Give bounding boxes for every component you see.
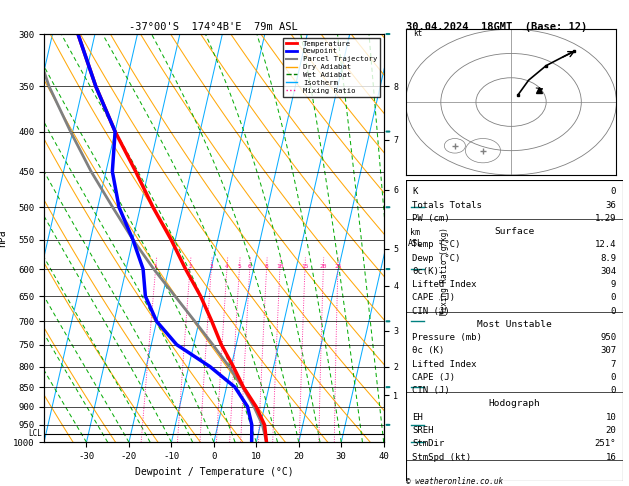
- Text: θc(K): θc(K): [412, 267, 439, 276]
- Text: kt: kt: [413, 30, 422, 38]
- Text: 12.4: 12.4: [594, 241, 616, 249]
- Text: 5: 5: [238, 264, 242, 269]
- Text: 20: 20: [606, 426, 616, 435]
- Text: 0: 0: [611, 294, 616, 302]
- Text: 251°: 251°: [594, 439, 616, 448]
- Text: EH: EH: [412, 413, 423, 422]
- Text: LCL: LCL: [28, 429, 42, 438]
- Text: PW (cm): PW (cm): [412, 214, 450, 223]
- X-axis label: Dewpoint / Temperature (°C): Dewpoint / Temperature (°C): [135, 467, 293, 477]
- Text: 25: 25: [334, 264, 342, 269]
- Text: SREH: SREH: [412, 426, 434, 435]
- Text: 307: 307: [600, 347, 616, 355]
- Text: 6: 6: [248, 264, 252, 269]
- Text: 3: 3: [209, 264, 213, 269]
- Text: 7: 7: [611, 360, 616, 369]
- Text: 20: 20: [320, 264, 327, 269]
- Text: Mixing Ratio (g/kg): Mixing Ratio (g/kg): [440, 227, 449, 315]
- Text: 0: 0: [611, 187, 616, 196]
- Text: Lifted Index: Lifted Index: [412, 280, 477, 289]
- Text: 10: 10: [606, 413, 616, 422]
- Text: 0: 0: [611, 307, 616, 316]
- Text: 8: 8: [265, 264, 269, 269]
- Title: -37°00'S  174°4B'E  79m ASL: -37°00'S 174°4B'E 79m ASL: [130, 22, 298, 32]
- Text: Hodograph: Hodograph: [488, 399, 540, 408]
- Text: StmDir: StmDir: [412, 439, 445, 448]
- Text: 36: 36: [606, 201, 616, 209]
- Text: 950: 950: [600, 333, 616, 342]
- Text: 4: 4: [225, 264, 229, 269]
- Text: CIN (J): CIN (J): [412, 386, 450, 395]
- Text: Temp (°C): Temp (°C): [412, 241, 460, 249]
- Text: 9: 9: [611, 280, 616, 289]
- Text: CAPE (J): CAPE (J): [412, 294, 455, 302]
- Text: Most Unstable: Most Unstable: [477, 320, 552, 329]
- Text: 1.29: 1.29: [594, 214, 616, 223]
- Y-axis label: hPa: hPa: [0, 229, 8, 247]
- Legend: Temperature, Dewpoint, Parcel Trajectory, Dry Adiabat, Wet Adiabat, Isotherm, Mi: Temperature, Dewpoint, Parcel Trajectory…: [283, 37, 380, 97]
- Text: CIN (J): CIN (J): [412, 307, 450, 316]
- Text: StmSpd (kt): StmSpd (kt): [412, 452, 471, 462]
- Text: 8.9: 8.9: [600, 254, 616, 262]
- Text: CAPE (J): CAPE (J): [412, 373, 455, 382]
- Text: 30.04.2024  18GMT  (Base: 12): 30.04.2024 18GMT (Base: 12): [406, 22, 587, 32]
- Text: θc (K): θc (K): [412, 347, 445, 355]
- Text: Dewp (°C): Dewp (°C): [412, 254, 460, 262]
- Y-axis label: km
ASL: km ASL: [408, 228, 423, 248]
- Text: 1: 1: [153, 264, 157, 269]
- Text: 0: 0: [611, 386, 616, 395]
- Text: Surface: Surface: [494, 227, 534, 236]
- Text: 304: 304: [600, 267, 616, 276]
- Text: 16: 16: [606, 452, 616, 462]
- Text: K: K: [412, 187, 418, 196]
- Text: Pressure (mb): Pressure (mb): [412, 333, 482, 342]
- Text: Lifted Index: Lifted Index: [412, 360, 477, 369]
- Text: Totals Totals: Totals Totals: [412, 201, 482, 209]
- Text: 0: 0: [611, 373, 616, 382]
- Text: 10: 10: [276, 264, 284, 269]
- Text: © weatheronline.co.uk: © weatheronline.co.uk: [406, 477, 503, 486]
- Text: 2: 2: [188, 264, 192, 269]
- Text: 15: 15: [301, 264, 309, 269]
